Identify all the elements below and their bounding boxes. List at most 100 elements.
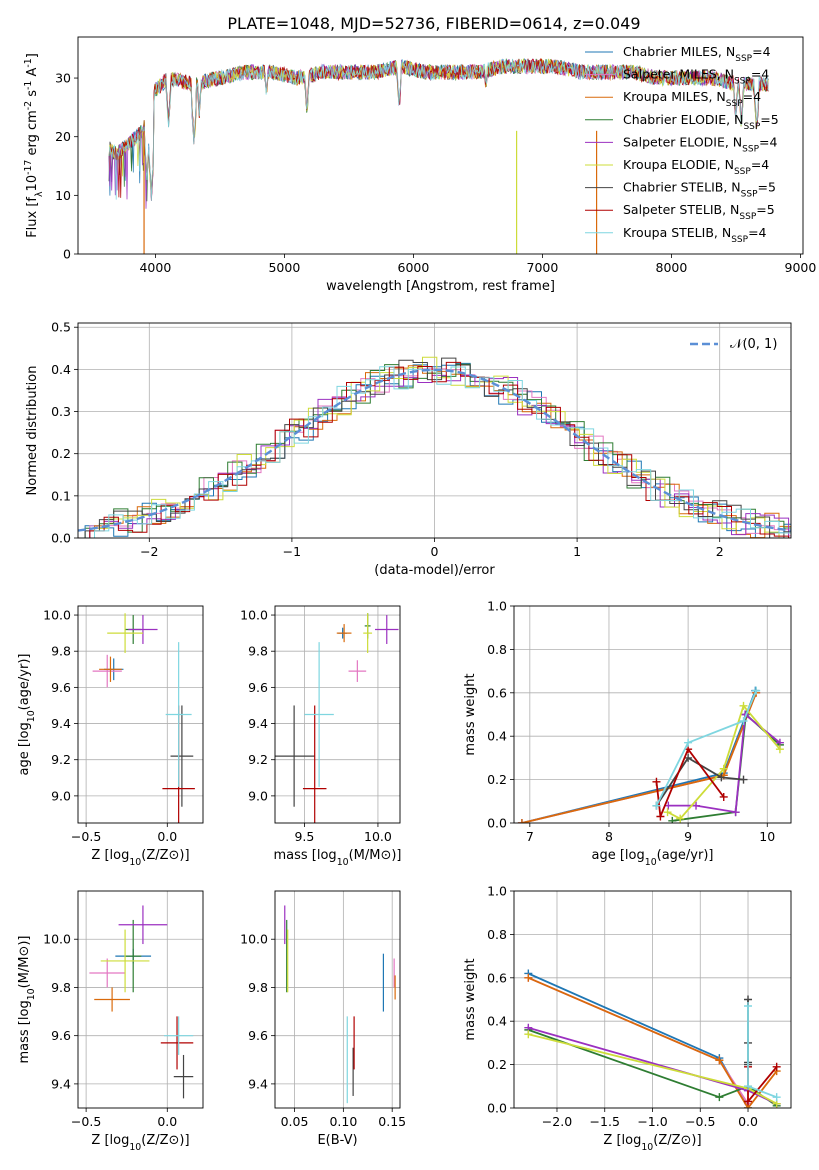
weight-marker [692,801,701,810]
label-part: Chabrier STELIB, N [623,180,741,195]
x-tick-label: 1 [573,544,581,559]
axes-mass_weight_vs_Z: −2.0 −1.5 −1.0 −0.5 0.0 0.0 0.2 0.4 0.6 0.8 1.0 Z [… [463,884,792,1153]
y-tick-label: 9.0 [248,788,268,803]
label-part: mass weight [463,958,478,1040]
x-tick-label: 0.15 [378,1114,406,1129]
y-tick-label: 0.0 [51,531,71,546]
axes-mass_vs_ebv: 0.05 0.10 0.15 9.4 9.6 9.8 10.0 E(B-V) [240,890,406,1148]
weight-line [521,692,758,823]
label-part: (age/yr)] [657,848,714,863]
label-part: -1 [23,81,34,90]
legend-entry: Kroupa MILES, NSSP=4 [623,89,761,109]
y-tick-label: 9.6 [248,680,268,695]
x-tick-label: 7 [526,829,534,844]
y-tick-label: 0.1 [51,488,71,503]
x-tick-label: 4000 [139,260,171,275]
x-tick-label: −0.5 [71,1114,101,1129]
x-tick-label: 0 [431,544,439,559]
weight-marker [772,1093,781,1102]
label-part: =5 [760,112,778,127]
y-tick-label: 0.3 [51,404,71,419]
label-part: (Z/Z⊙)] [141,848,189,863]
weight-line [655,747,725,817]
weight-line [521,690,757,823]
weight-marker [524,1030,533,1039]
label-part: mass [log [273,848,336,863]
y-tick-label: 9.6 [51,1028,71,1043]
y-tick-label: 9.4 [51,1076,71,1091]
x-tick-label: 0.05 [281,1114,309,1129]
y-tick-label: 9.0 [51,788,71,803]
y-tick-label: 9.4 [51,716,71,731]
label-part: SSP [741,190,758,200]
label-part: 10 [641,1142,653,1153]
label-part: (M/M⊙)] [349,848,402,863]
y-axis-label: mass weight [463,673,478,755]
y-tick-label: 0.2 [487,1057,507,1072]
x-axis-label: (data-model)/error [374,563,495,578]
x-tick-label: 9.5 [294,829,314,844]
weight-marker [739,775,748,784]
x-axis-label: Z [log10(Z/Z⊙)] [603,1133,701,1153]
legend-entry: Kroupa ELODIE, NSSP=4 [623,157,769,177]
label-part: age [log [17,722,32,775]
y-axis-label: Flux [fλ10-17 erg cm-2 s-1 A-1] [23,53,45,238]
label-part: Chabrier ELODIE, N [623,112,743,127]
label-part: mass weight [463,673,478,755]
y-tick-label: 9.2 [248,752,268,767]
x-tick-label: −2 [140,544,158,559]
label-part: =4 [748,225,766,240]
weight-marker [744,1082,753,1091]
x-tick-label: −1 [283,544,301,559]
y-axis-label: mass weight [463,958,478,1040]
label-part: Salpeter MILES, N [623,67,734,82]
label-part: =4 [751,67,769,82]
y-tick-label: 0.0 [487,816,507,831]
label-part: SSP [734,167,751,177]
label-part: Kroupa MILES, N [623,89,726,104]
y-tick-label: 9.8 [51,980,71,995]
label-part: =4 [743,89,761,104]
label-part: =4 [751,157,769,172]
label-part: wavelength [Angstrom, rest frame] [326,279,555,294]
x-tick-label: 0.0 [157,1114,177,1129]
label-part: SSP [731,235,748,245]
x-tick-label: 5000 [268,260,300,275]
normal-curve [78,368,791,532]
y-axis-label: age [log10(age/yr)] [17,654,37,776]
label-part: 10 [26,988,37,1000]
weight-line [655,756,744,807]
label-part: SSP [735,54,752,64]
x-tick-label: 8 [605,829,613,844]
x-axis-label: age [log10(age/yr)] [592,848,714,868]
weight-marker [715,1093,724,1102]
axes-frame [77,36,804,255]
legend-entry: 𝒩(0, 1) [730,337,777,352]
y-tick-label: 9.4 [248,716,268,731]
plot-area-age_vs_mass [275,613,399,823]
weight-marker [719,764,728,773]
label-part: Z [log [91,1133,129,1148]
y-tick-label: 10.0 [240,608,268,623]
axes-age_vs_Z: −0.5 0.09.09.29.49.69.810.0Z [log10(Z/Z⊙)… [17,605,204,868]
x-tick-label: 7000 [527,260,559,275]
y-tick-label: 0.4 [487,1014,507,1029]
weight-marker [772,1062,781,1071]
spectrum-line [108,58,769,201]
label-part: =5 [758,180,776,195]
y-axis-label: mass [log10(M/M⊙)] [17,935,37,1063]
label-part: Chabrier MILES, N [623,44,735,59]
label-part: SSP [734,77,751,87]
legend-entry: Salpeter STELIB, NSSP=5 [623,202,775,222]
x-tick-label: 10 [759,829,775,844]
axes-frame [77,890,204,1109]
y-tick-label: 20 [55,129,71,144]
label-part: (data-model)/error [374,563,495,578]
label-part: 10 [337,857,349,868]
label-part: 10 [129,1142,141,1153]
label-part: age [log [592,848,645,863]
weight-marker [715,1056,724,1065]
plot-area-age_vs_Z [92,613,195,823]
label-part: Salpeter STELIB, N [623,202,739,217]
y-tick-label: 9.4 [248,1076,268,1091]
